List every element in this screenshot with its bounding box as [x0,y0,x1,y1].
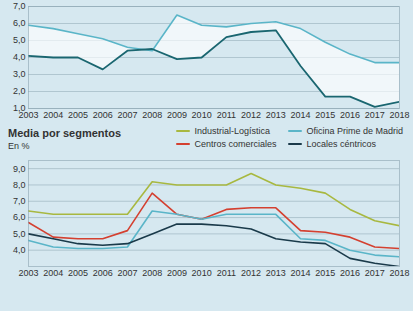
svg-text:2013: 2013 [266,268,286,278]
svg-text:2014: 2014 [291,268,311,278]
svg-text:5,0: 5,0 [13,229,26,239]
html-text:Industrial-Logística: Industrial-Logística [194,126,270,136]
svg-text:2016: 2016 [340,110,360,120]
svg-text:3,0: 3,0 [13,69,26,79]
svg-text:2004: 2004 [43,110,63,120]
svg-text:2006: 2006 [93,110,113,120]
html-text:En %: En % [8,141,30,151]
svg-text:2008: 2008 [142,110,162,120]
svg-text:2018: 2018 [389,110,409,120]
svg-text:1,0: 1,0 [13,103,26,113]
svg-text:2015: 2015 [315,110,335,120]
svg-text:2003: 2003 [18,268,38,278]
svg-text:6,0: 6,0 [13,212,26,222]
svg-text:7,0: 7,0 [13,196,26,206]
svg-text:2005: 2005 [68,268,88,278]
svg-text:9,0: 9,0 [13,164,26,174]
svg-text:4,0: 4,0 [13,52,26,62]
svg-text:2003: 2003 [18,109,39,120]
svg-text:2016: 2016 [340,268,360,278]
svg-text:4,0: 4,0 [13,245,26,255]
svg-text:2004: 2004 [43,268,63,278]
svg-text:6,0: 6,0 [13,18,26,28]
svg-text:2017: 2017 [365,110,385,120]
svg-text:2009: 2009 [167,110,187,120]
svg-text:2006: 2006 [93,268,113,278]
svg-text:2012: 2012 [241,268,261,278]
html-text:Centros comerciales: Centros comerciales [194,139,277,149]
svg-text:5,0: 5,0 [13,35,26,45]
svg-text:2007: 2007 [117,268,137,278]
html-text:Media por segmentos: Media por segmentos [8,127,122,139]
svg-text:2018: 2018 [389,268,409,278]
svg-text:2,0: 2,0 [13,86,26,96]
svg-text:7,0: 7,0 [13,1,26,11]
svg-text:2008: 2008 [142,268,162,278]
svg-text:2011: 2011 [217,268,236,278]
svg-text:2012: 2012 [241,110,261,120]
svg-text:2010: 2010 [192,110,212,120]
svg-text:2010: 2010 [192,268,212,278]
svg-text:2014: 2014 [291,110,311,120]
svg-text:2017: 2017 [365,268,385,278]
svg-text:2005: 2005 [68,110,88,120]
svg-text:2013: 2013 [266,110,286,120]
svg-text:2007: 2007 [117,110,137,120]
html-text:Oficina Prime de Madrid: Oficina Prime de Madrid [306,126,403,136]
html-text:Locales céntricos: Locales céntricos [306,139,376,149]
svg-text:8,0: 8,0 [13,180,26,190]
svg-text:2015: 2015 [315,268,335,278]
svg-text:2009: 2009 [167,268,187,278]
svg-text:2011: 2011 [217,110,236,120]
